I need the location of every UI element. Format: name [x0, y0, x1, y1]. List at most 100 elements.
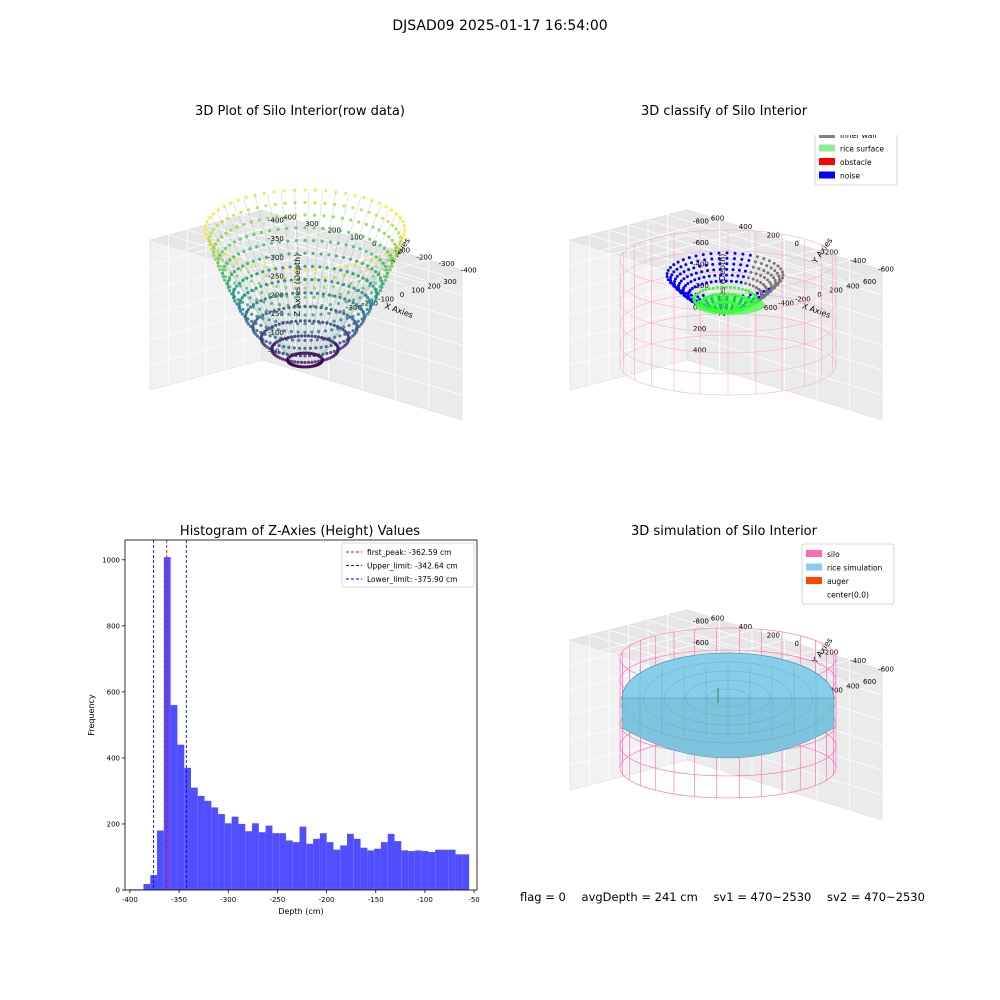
- data-point: [212, 246, 216, 250]
- classified-point: [682, 277, 686, 281]
- plot4-title: 3D simulation of Silo Interior: [631, 524, 817, 539]
- data-point: [322, 285, 326, 290]
- classified-point: [701, 289, 705, 293]
- data-point: [378, 288, 383, 293]
- data-point: [316, 320, 321, 324]
- histogram-bar: [190, 787, 198, 890]
- histogram-frame: [124, 539, 478, 891]
- data-point: [303, 295, 307, 299]
- data-point: [232, 240, 237, 244]
- legend-entry: auger: [827, 577, 850, 586]
- classified-point: [724, 279, 728, 283]
- scan-line: [316, 255, 382, 364]
- data-point: [295, 313, 299, 317]
- classified-point: [710, 257, 714, 261]
- classified-point: [709, 280, 713, 284]
- data-point: [318, 265, 322, 269]
- legend-entry: rice surface: [840, 145, 884, 154]
- y-tick-label: 0: [795, 640, 799, 648]
- data-point: [254, 286, 258, 290]
- classified-point: [740, 257, 744, 261]
- data-point: [298, 319, 303, 323]
- data-point: [243, 293, 247, 297]
- data-point: [247, 208, 251, 212]
- data-point: [319, 252, 323, 256]
- data-point: [212, 253, 216, 258]
- data-point: [267, 318, 271, 322]
- data-point: [386, 258, 390, 262]
- data-point: [310, 321, 315, 326]
- classified-point: [696, 259, 700, 263]
- classified-point: [763, 293, 767, 297]
- data-point: [315, 338, 319, 342]
- classified-point: [713, 274, 717, 278]
- histogram-bar: [333, 849, 341, 890]
- data-point: [373, 240, 378, 244]
- scan-line: [309, 191, 337, 355]
- data-point: [351, 245, 355, 249]
- data-point: [308, 305, 313, 309]
- y-tick-label: -300: [439, 260, 455, 268]
- data-point: [239, 267, 243, 271]
- data-point: [359, 270, 363, 274]
- classified-point: [717, 251, 721, 255]
- data-point: [392, 242, 397, 246]
- data-point: [386, 220, 390, 224]
- histogram-bar: [252, 823, 259, 890]
- data-point: [342, 311, 346, 316]
- classified-point: [719, 273, 723, 277]
- data-point: [327, 253, 331, 257]
- data-point: [229, 255, 233, 259]
- data-point: [322, 336, 327, 340]
- data-point: [394, 250, 399, 254]
- y-tick-label: 600: [711, 214, 724, 222]
- data-point: [259, 323, 263, 328]
- data-point: [273, 275, 277, 279]
- data-point: [285, 226, 289, 231]
- y-tick-label: 200: [328, 227, 341, 235]
- data-point: [283, 276, 287, 280]
- classified-point: [690, 273, 694, 277]
- data-point: [222, 204, 226, 209]
- data-point: [383, 264, 388, 269]
- data-point: [333, 275, 337, 279]
- data-point: [303, 360, 307, 365]
- data-point: [284, 214, 288, 218]
- data-point: [295, 251, 299, 256]
- data-point: [377, 228, 381, 232]
- data-point: [346, 230, 351, 234]
- data-point: [370, 258, 374, 262]
- data-point: [275, 215, 279, 219]
- data-point: [289, 330, 293, 334]
- data-point: [365, 300, 370, 304]
- classified-point: [679, 279, 683, 283]
- data-point: [303, 264, 307, 268]
- data-point: [374, 255, 378, 259]
- classified-point: [677, 289, 681, 293]
- classified-point: [747, 258, 751, 262]
- data-point: [297, 305, 302, 309]
- data-point: [267, 292, 272, 296]
- grid-line: [261, 334, 463, 396]
- y-tick-label: 0: [116, 887, 120, 895]
- z-tick-label: -300: [268, 254, 284, 262]
- data-point: [309, 338, 313, 342]
- data-point: [346, 334, 351, 339]
- data-point: [259, 291, 264, 295]
- data-point: [398, 216, 402, 220]
- data-point: [274, 323, 278, 327]
- data-point: [356, 319, 360, 323]
- data-point: [253, 263, 257, 267]
- data-point: [380, 282, 384, 286]
- histogram-bar: [441, 849, 449, 890]
- scan-line: [307, 269, 323, 366]
- data-point: [333, 202, 337, 206]
- classified-point: [718, 262, 722, 266]
- data-point: [281, 321, 285, 325]
- data-point: [216, 208, 220, 212]
- x-tick-label: 100: [411, 287, 424, 295]
- histogram-bar: [177, 744, 185, 890]
- data-point: [283, 336, 288, 340]
- data-point: [303, 251, 307, 255]
- histogram-bar: [170, 705, 178, 890]
